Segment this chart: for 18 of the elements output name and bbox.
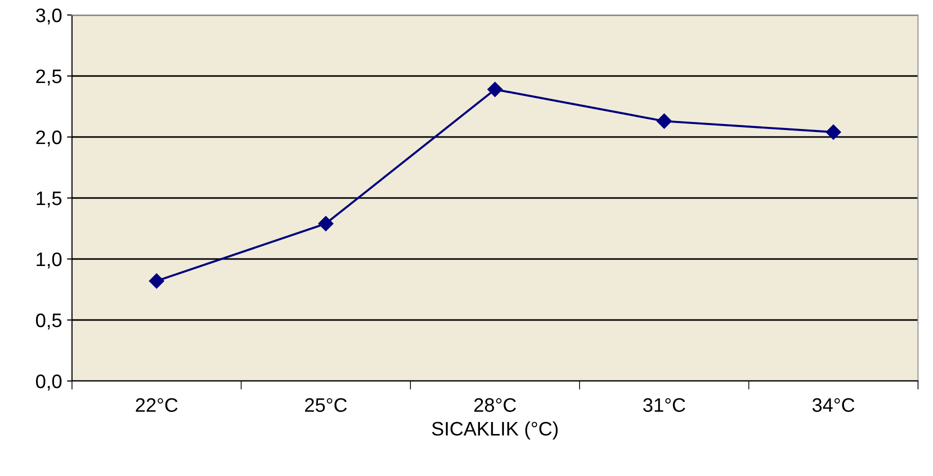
x-axis-title: SICAKLIK (°C) — [432, 421, 558, 440]
x-tick-label: 34°C — [812, 398, 854, 412]
y-tick-label: 1,0 — [36, 252, 62, 269]
point — [149, 273, 164, 289]
y-tick-label: 3,0 — [36, 8, 62, 25]
y-tick-label: 2,5 — [36, 69, 62, 86]
y-tick-label: 0,5 — [36, 313, 62, 330]
y-tick-label: 2,0 — [36, 130, 62, 147]
x-tick-label: 22°C — [136, 398, 178, 412]
point — [318, 216, 334, 232]
x-tick-label: 31°C — [643, 398, 686, 412]
x-tick-label: 25°C — [305, 398, 347, 412]
point — [487, 82, 503, 97]
y-tick-label: 0,0 — [36, 374, 62, 391]
point — [826, 124, 841, 140]
y-tick-label: 1,5 — [36, 192, 62, 208]
point — [656, 114, 672, 129]
x-tick-label: 28°C — [474, 398, 516, 412]
